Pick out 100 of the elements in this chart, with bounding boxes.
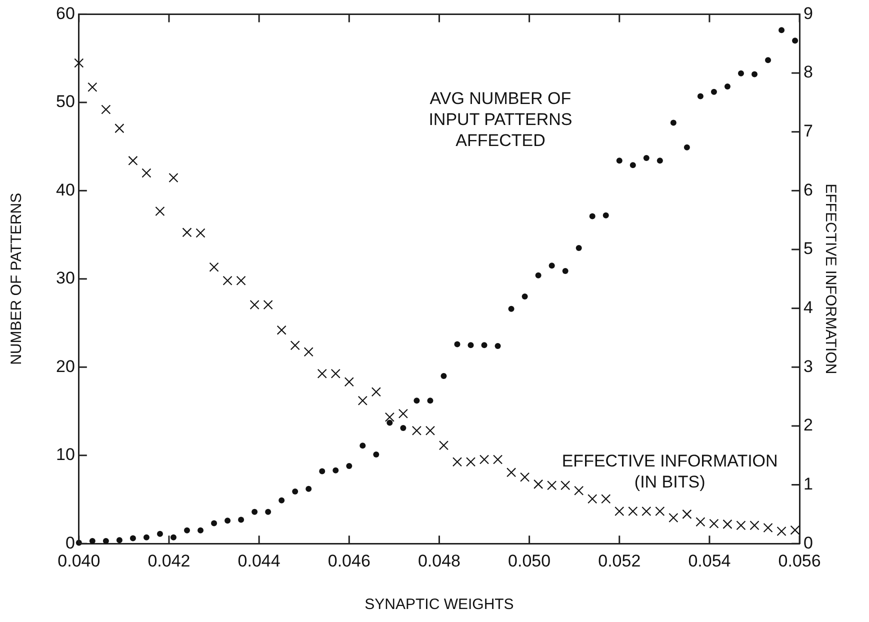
point (344, 377, 354, 387)
point (114, 124, 124, 134)
point (360, 442, 366, 449)
point (209, 262, 219, 272)
y2-tick-label: 0 (804, 533, 814, 552)
point (763, 522, 773, 533)
point (332, 467, 339, 474)
x-tick-label: 0.046 (328, 551, 370, 570)
y-axis-title: NUMBER OF PATTERNS (8, 192, 26, 365)
point (668, 512, 678, 523)
y2-tick-label: 9 (804, 4, 814, 23)
y2-tick-label: 8 (804, 62, 814, 82)
point (102, 538, 109, 544)
point (724, 84, 730, 90)
point (425, 426, 436, 436)
point (696, 517, 706, 527)
point (492, 454, 503, 464)
y2-tick-label: 6 (804, 180, 814, 200)
text: AVG NUMBER OF INPUT PATTERNS AFFECTED (428, 88, 572, 150)
y-tick-label: 50 (56, 92, 75, 112)
point (384, 412, 394, 422)
x-axis-title: SYNAPTIC WEIGHTS (364, 596, 514, 614)
y-tick-label: 40 (56, 180, 75, 200)
point (330, 368, 340, 378)
y2-tick-label: 2 (804, 416, 814, 435)
point (182, 228, 192, 238)
point (88, 82, 98, 92)
point (602, 212, 609, 218)
point (778, 27, 785, 34)
point (263, 300, 273, 310)
point (317, 368, 327, 378)
y-tick-label: 60 (56, 4, 75, 23)
point (290, 340, 300, 350)
point (400, 425, 406, 432)
point (614, 506, 624, 516)
y2-tick-label: 3 (804, 356, 814, 376)
x-tick-label: 0.040 (58, 551, 100, 570)
point (278, 497, 285, 504)
point (479, 454, 490, 464)
series-label: EFFECTIVE INFORMATION (IN BITS) (562, 451, 778, 492)
y2-tick-label: 5 (804, 239, 814, 258)
point (236, 276, 246, 286)
point (170, 534, 176, 540)
x-tick-label: 0.048 (418, 551, 460, 570)
point (306, 486, 312, 492)
x-tick-label: 0.044 (238, 551, 280, 570)
point (155, 206, 165, 216)
point (792, 38, 798, 44)
point (89, 538, 96, 544)
point (184, 527, 190, 534)
point (560, 480, 570, 490)
x-tick-label: 0.050 (508, 551, 551, 570)
point (656, 158, 663, 164)
y-tick-label: 10 (56, 445, 75, 464)
point (588, 494, 598, 504)
point (452, 457, 462, 467)
point (643, 155, 650, 162)
point (222, 276, 232, 286)
point (304, 347, 314, 357)
point (520, 472, 530, 482)
x-tick-label: 0.056 (778, 551, 821, 570)
y2-tick-label: 7 (804, 122, 814, 141)
point (508, 306, 514, 312)
y2-tick-label: 4 (804, 298, 814, 317)
point (398, 408, 408, 418)
point (738, 70, 744, 76)
point (548, 262, 555, 269)
point (358, 396, 368, 406)
point (128, 156, 138, 166)
point (414, 398, 420, 404)
point (74, 58, 84, 68)
point (710, 88, 717, 95)
point (440, 372, 447, 379)
point (116, 537, 122, 544)
point (454, 341, 460, 348)
point (736, 520, 746, 530)
point (752, 71, 758, 78)
point (628, 506, 638, 516)
point (589, 213, 596, 220)
point (427, 398, 434, 404)
point (697, 93, 704, 100)
y-tick-label: 20 (56, 356, 75, 376)
point (211, 520, 218, 526)
point (709, 518, 719, 528)
point (196, 228, 206, 238)
point (412, 426, 422, 436)
point (371, 387, 381, 397)
point (642, 506, 652, 516)
point (776, 526, 786, 536)
point (252, 508, 258, 515)
point (346, 462, 352, 469)
point (168, 172, 178, 183)
point (562, 268, 568, 274)
point (438, 440, 449, 450)
point (547, 480, 557, 490)
point (601, 494, 611, 504)
point (250, 300, 260, 310)
point (750, 520, 760, 530)
point (142, 168, 152, 178)
point (682, 509, 692, 519)
